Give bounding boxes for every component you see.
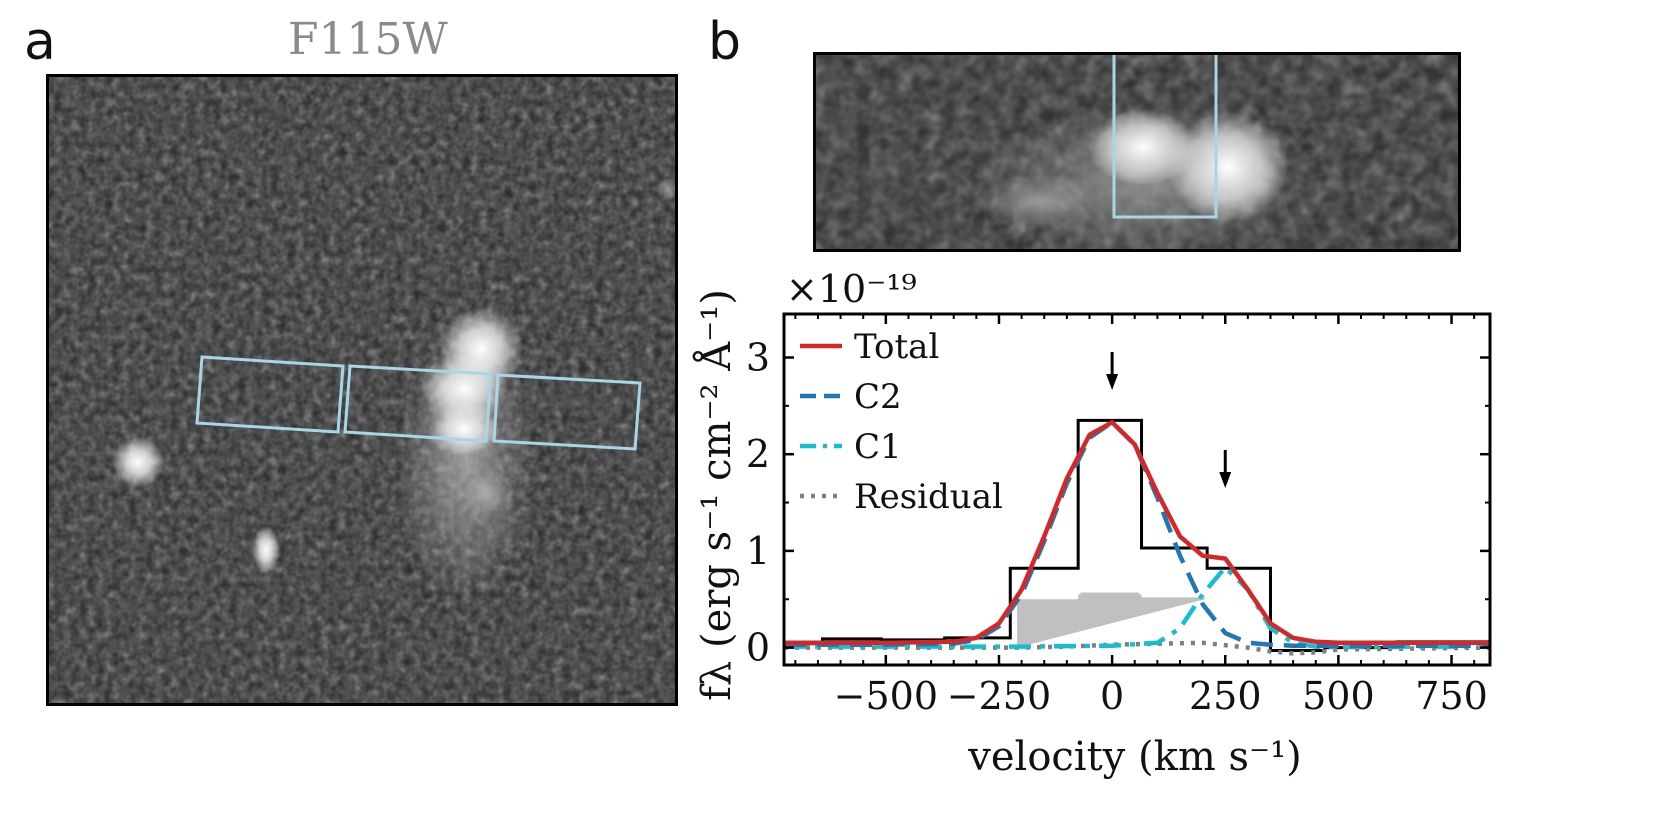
legend-label-residual: Residual [854,477,1003,517]
galaxy-knot-low [428,401,500,457]
panel-a-image [46,74,678,706]
source-edge [658,177,678,201]
source-bottom [252,526,280,574]
series-c1-line [784,565,1490,649]
panel-a-letter: a [24,12,56,72]
x-axis-label: velocity (km s⁻¹) [967,734,1302,780]
slit-box-center [343,364,493,443]
source-left [112,436,164,488]
plot-frame [782,312,1492,667]
galaxy-tail [464,470,508,518]
x-tick-label: 0 [1100,674,1124,718]
series-total-line [784,420,1490,646]
legend-label-c2: C2 [854,377,902,417]
panel-b-letter: b [708,12,742,72]
x-tick-label: 250 [1189,674,1262,718]
y-tick-label: 0 [746,626,770,670]
arrow-2-head [1219,472,1232,488]
slit-box-right [492,373,642,451]
x-tick-label: −250 [947,674,1051,718]
aperture-box [1112,54,1218,219]
legend-label-total: Total [854,327,939,367]
arrow-1-head [1106,374,1119,390]
y-tick-label: 3 [746,336,770,380]
filter-label: F115W [288,14,448,65]
x-tick-label: −500 [834,674,938,718]
y-tick-label: 2 [746,432,770,476]
legend-label-c1: C1 [854,427,902,467]
x-tick-label: 750 [1415,674,1488,718]
x-tick-label: 500 [1302,674,1375,718]
y-axis-label: fλ (erg s⁻¹ cm⁻² Å⁻¹) [693,289,740,701]
slit-box-left [195,355,345,434]
emission-knot-secondary [1168,112,1288,222]
slit-boxes [195,355,642,451]
y-multiplier: ×10⁻¹⁹ [786,267,917,311]
y-tick-label: 1 [746,529,770,573]
error-band [1017,592,1205,648]
emission-left-wing [978,174,1098,230]
spectrum-2d-image [813,52,1461,252]
